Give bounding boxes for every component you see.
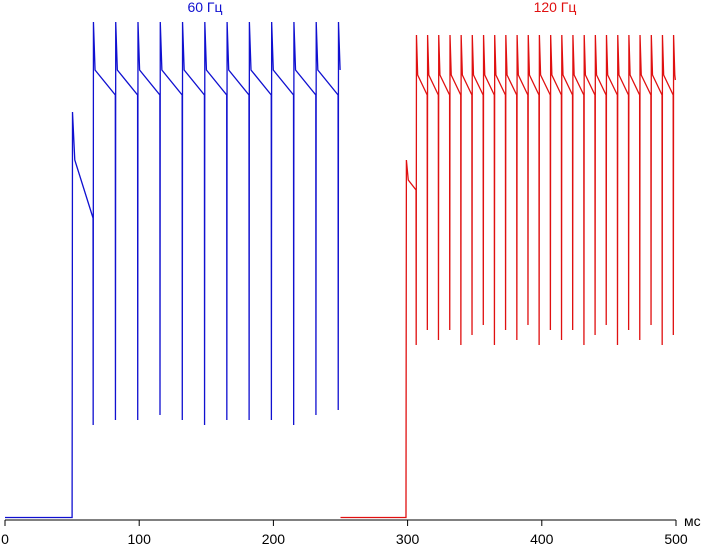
x-axis-label: мс [684,513,701,529]
series-label: 120 Гц [534,0,577,15]
series-label: 60 Гц [187,0,222,15]
x-tick-label: 200 [262,531,286,547]
series-line [340,34,676,519]
series-line [5,21,341,519]
x-tick-label: 300 [396,531,420,547]
x-tick-label: 100 [128,531,152,547]
x-tick-label: 0 [1,531,9,547]
x-tick-label: 400 [530,531,554,547]
x-tick-label: 500 [664,531,688,547]
